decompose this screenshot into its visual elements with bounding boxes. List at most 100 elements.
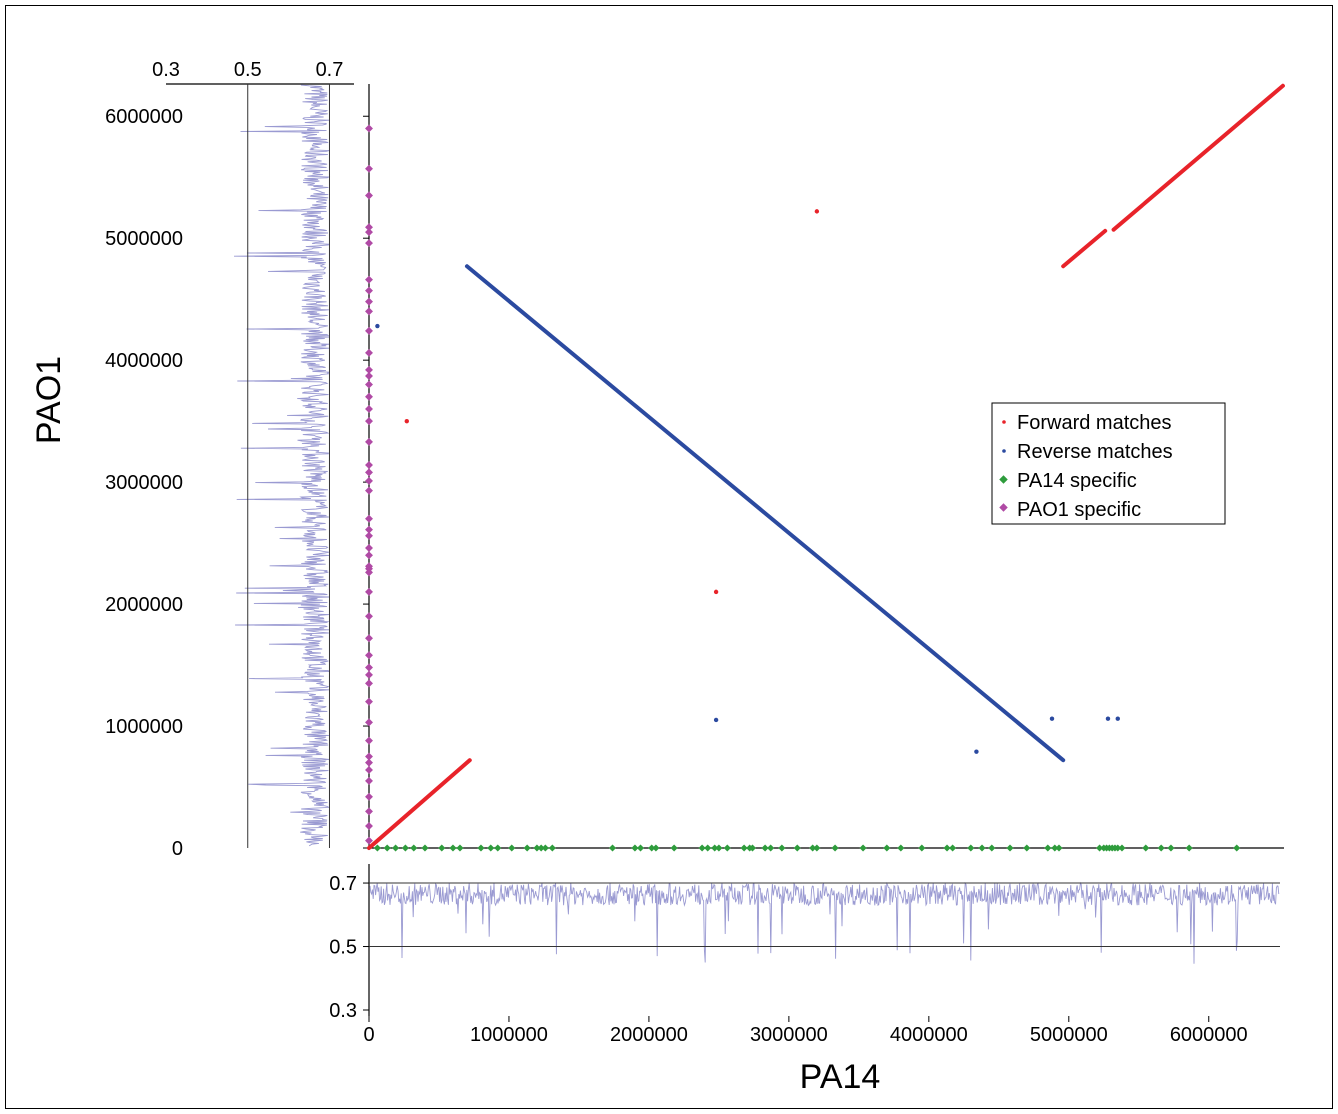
x-tick-label: 5000000 [1030,1024,1108,1046]
legend-marker-reverse [1002,449,1006,453]
pao1-specific-point [365,765,373,774]
legend-marker-pao1 [999,503,1008,512]
pao1-specific-point [365,697,373,706]
pao1-specific-point [365,736,373,745]
pa14-specific-point [494,844,502,852]
forward-match-segment [1111,83,1285,232]
legend-box [991,402,1226,525]
reverse-match-point [974,749,979,754]
pa14-specific-point [978,844,986,852]
pa14-specific-point [1185,844,1193,852]
pao1-specific-point [365,476,373,485]
pao1-specific-point [365,228,373,237]
pao1-specific-point [365,307,373,316]
pao1-specific-point [365,348,373,357]
legend-label-pao1: PAO1 specific [1017,499,1141,521]
pa14-specific-point [652,844,660,852]
pao1-specific-point [365,372,373,380]
y-tick-label: 1000000 [105,716,183,738]
x-tick-group: 0 1000000 2000000 3000000 4000000 5000000 6000… [363,1016,1248,1046]
pa14-specific-point [813,844,821,852]
pao1-specific-point [365,776,373,785]
pa14-specific-point [541,844,549,852]
pao1-gc-tick-label: 0.3 [152,59,180,81]
pa14-specific-point [711,844,719,852]
pao1-specific-point [365,437,373,446]
pao1-specific-point [365,380,373,389]
reverse-match-point [375,323,380,329]
y-tick-label: 0 [172,838,183,860]
pa14-specific-point [793,844,801,852]
pao1-gc-trace [233,84,331,847]
pa14-specific-point [392,844,400,852]
pa14-specific-point [1167,844,1175,852]
pa14-gc-panel [368,864,1280,1016]
y-axis-title: PAO1 [30,356,68,444]
pa14-specific-point [1023,844,1031,852]
pao1-gc-tick-label: 0.7 [316,59,344,81]
forward-match-point [814,209,820,214]
reverse-match-point [713,717,719,723]
pao1-specific-point [365,568,373,577]
pa14-specific-point [401,844,409,852]
pao1-gc-tick-group: 0.3 0.5 0.7 [152,59,343,848]
forward-match-point [713,589,719,595]
pao1-specific-point [365,670,373,679]
pao1-specific-point [365,468,373,477]
pa14-specific-point [477,844,485,852]
legend-marker-forward [1002,420,1006,424]
pao1-specific-point [365,663,373,672]
pao1-specific-point [365,417,373,426]
legend: Forward matches Reverse matches PA14 spe… [991,402,1226,525]
pa14-specific-point [537,844,545,852]
forward-matches-series [367,83,1285,850]
pao1-gc-tick-label: 0.5 [234,59,262,81]
pa14-specific-point [631,844,639,852]
forward-match-segment [1061,228,1108,269]
pao1-specific-point [365,679,373,688]
pa14-specific-point [533,844,541,852]
pao1-specific-point [365,822,373,831]
pa14-specific-point [831,844,839,852]
forward-match-point [404,418,409,424]
y-tick-label: 5000000 [105,228,183,250]
x-tick-label: 3000000 [750,1024,828,1046]
pao1-specific-point [365,486,373,495]
pa14-specific-point [723,844,731,852]
pao1-specific-point [365,752,373,761]
pa14-specific-point [748,844,757,852]
y-tick-label: 6000000 [105,106,183,128]
x-tick-label: 4000000 [890,1024,968,1046]
pao1-specific-point [365,587,373,596]
pa14-specific-point [410,844,418,852]
pa14-specific-point [548,844,556,852]
pao1-specific-point [365,758,373,767]
pao1-specific-point [365,531,373,540]
pao1-specific-point [365,297,373,306]
pa14-specific-point [1006,844,1014,852]
pao1-specific-point [365,191,373,200]
reverse-match-segment [464,264,1066,763]
pa14-specific-point [897,844,905,852]
pa14-specific-point [988,844,996,852]
pa14-specific-point [767,844,775,852]
y-tick-group: 0 1000000 2000000 3000000 4000000 5000000 6000… [105,106,369,860]
y-tick-label: 4000000 [105,350,183,372]
reverse-match-point [1049,716,1055,721]
pa14-specific-point [883,844,891,852]
pa14-specific-point [1055,844,1063,852]
pao1-specific-point [365,461,373,470]
x-tick-label: 0 [363,1024,374,1046]
x-tick-label: 6000000 [1170,1024,1248,1046]
pa14-specific-point [1118,844,1126,852]
pa14-specific-point [967,844,975,852]
pa14-gc-trace [369,881,1280,964]
y-tick-label: 3000000 [105,472,183,494]
pa14-specific-point [809,844,817,852]
figure-frame [5,5,1333,1109]
pa14-specific-point [918,844,926,852]
pao1-specific-point [365,544,373,552]
pa14-specific-point [438,844,446,852]
pao1-specific-point [365,124,373,133]
